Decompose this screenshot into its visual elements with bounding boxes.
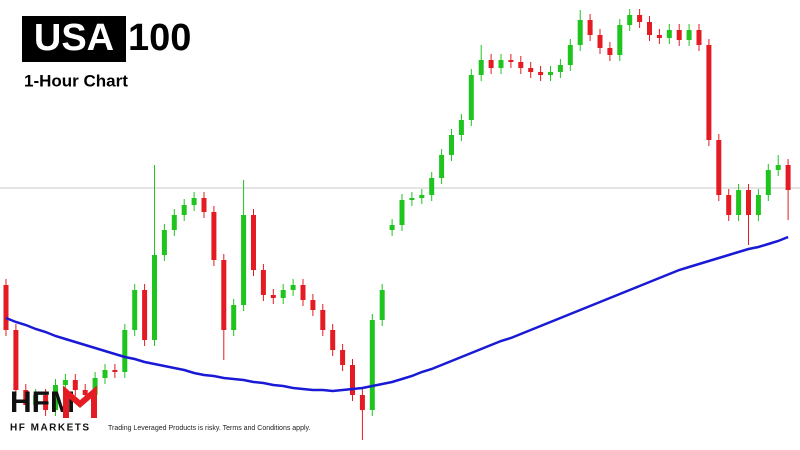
candle-body [260, 270, 266, 295]
candle-body [241, 215, 247, 305]
candle-body [270, 295, 276, 298]
candle-body [726, 195, 732, 215]
candle-body [696, 30, 702, 45]
candle-body [567, 45, 573, 65]
candle-body [161, 230, 167, 255]
candle-body [548, 72, 553, 75]
candle-body [617, 25, 623, 55]
candle-body [62, 380, 68, 385]
candle-body [369, 320, 375, 410]
candle-body [23, 390, 29, 405]
candle-body [122, 330, 128, 372]
candle-body [290, 285, 296, 290]
disclaimer: Trading Leveraged Products is risky. Ter… [108, 425, 311, 432]
candle-body [488, 60, 494, 68]
candle-body [409, 198, 415, 200]
candle-body [191, 198, 197, 205]
candle-body [132, 290, 138, 330]
candle-body [201, 198, 207, 212]
candle-body [102, 370, 108, 378]
candle-body [538, 72, 544, 75]
candle-body [627, 15, 633, 25]
candle-body [706, 45, 712, 140]
logo-caption: HF MARKETS [10, 423, 91, 434]
candle-body [746, 190, 751, 215]
moving-average [5, 235, 789, 393]
candle-body [300, 285, 306, 300]
candle-body [468, 75, 474, 120]
candle-body [310, 300, 316, 310]
logo-accent [63, 385, 97, 418]
candle-body [736, 190, 742, 215]
candle-body [637, 15, 643, 22]
candle-body [350, 365, 355, 395]
title-box [22, 16, 126, 62]
candle-body [656, 35, 662, 38]
candle-body [607, 48, 613, 55]
candle-body [112, 370, 118, 372]
candle-body [775, 165, 781, 170]
candle-body [765, 170, 771, 195]
candle-body [557, 65, 563, 72]
title-box-text: USA [34, 17, 114, 59]
candle-body [449, 135, 454, 155]
candle-body [251, 215, 256, 270]
candle-body [330, 330, 336, 350]
candle-body [587, 20, 593, 35]
candle-body [518, 62, 524, 68]
candle-body [72, 380, 78, 390]
candle-body [458, 120, 464, 135]
candle-body [785, 165, 791, 190]
candle-body [647, 22, 652, 35]
candle-body [53, 385, 58, 410]
candle-body [379, 290, 385, 320]
candle-body [142, 290, 148, 340]
candle-body [280, 290, 286, 298]
candle-body [320, 310, 326, 330]
candle-body [597, 35, 603, 48]
candle-body [755, 195, 761, 215]
candle-body [33, 395, 39, 405]
candle-body [43, 395, 49, 410]
candle-body [528, 68, 534, 72]
chart-title: 100 [128, 17, 191, 59]
candle-body [666, 30, 672, 38]
candle-body [231, 305, 237, 330]
chart-subtitle: 1-Hour Chart [24, 71, 128, 90]
candle-body [419, 195, 425, 198]
candle-body [439, 155, 445, 178]
candle-body [340, 350, 346, 365]
candle-body [152, 255, 157, 340]
candle-body [429, 178, 435, 195]
candle-body [686, 30, 692, 40]
candle-body [508, 60, 514, 62]
candle-body [211, 212, 217, 260]
candle-body [3, 285, 9, 330]
candle-body [221, 260, 227, 330]
candle-body [13, 330, 19, 390]
candle-body [716, 140, 722, 195]
candle-body [676, 30, 682, 40]
candle-body [359, 395, 365, 410]
plot [0, 9, 800, 440]
candle-body [181, 205, 187, 215]
candle-body [389, 225, 395, 230]
candle-body [82, 390, 88, 395]
candle-body [399, 200, 405, 225]
candle-body [171, 215, 177, 230]
candle-body [498, 60, 504, 68]
candle-body [478, 60, 484, 75]
candle-body [92, 378, 98, 395]
candle-body [577, 20, 583, 45]
